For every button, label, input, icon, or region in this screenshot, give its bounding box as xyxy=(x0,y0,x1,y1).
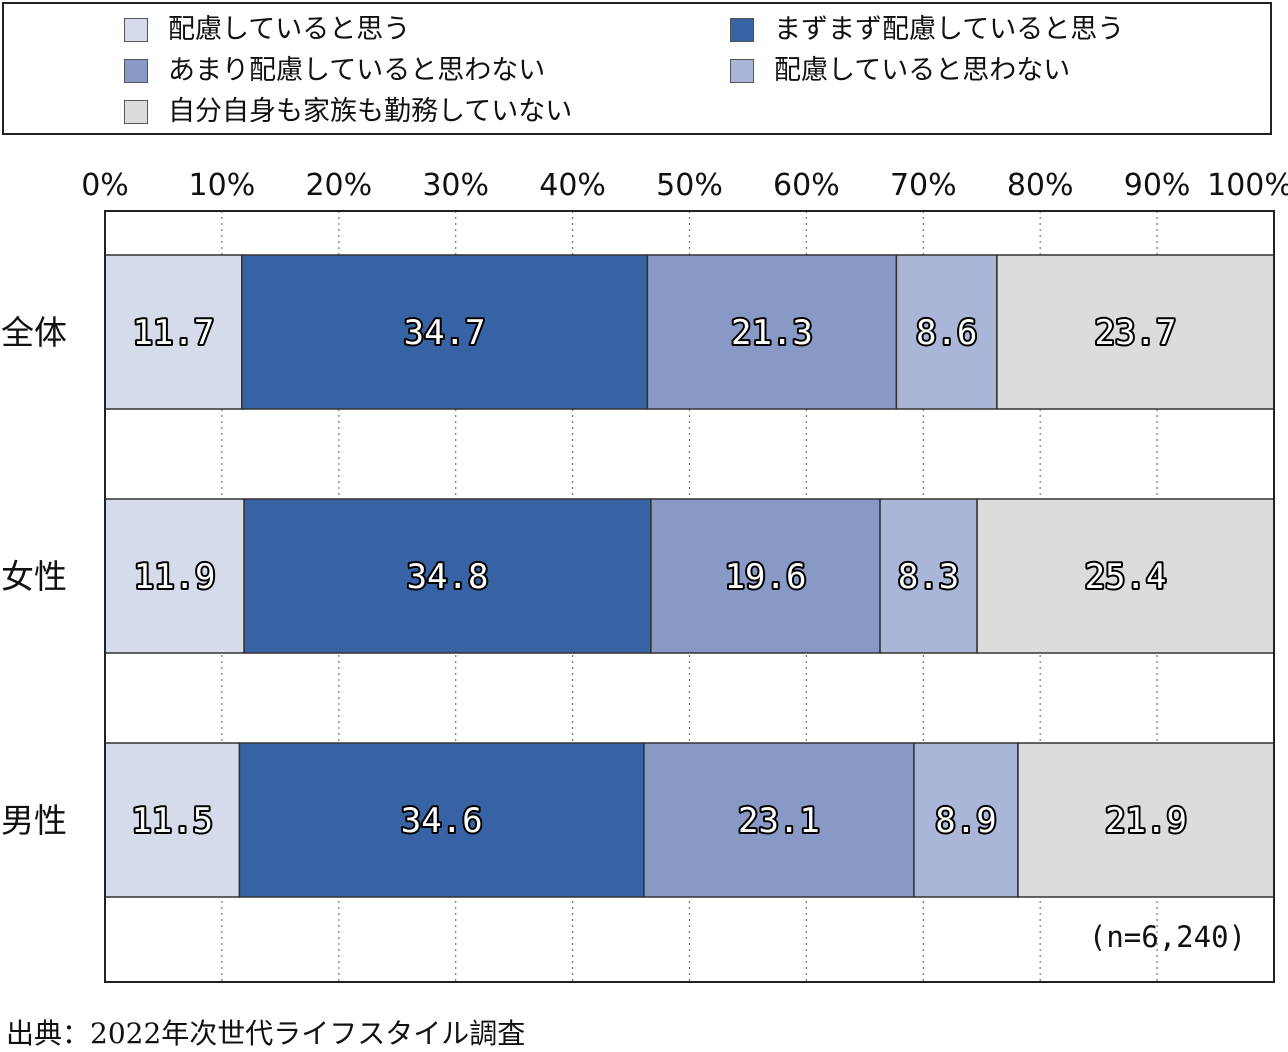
value-label: 21.3 xyxy=(731,313,813,353)
bar-segment xyxy=(104,254,243,410)
category-label: 男性 xyxy=(1,801,67,840)
legend-item: 配慮していると思う xyxy=(124,14,410,46)
bar-segment xyxy=(646,254,898,410)
value-label: 8.9 xyxy=(935,801,996,841)
legend-swatch xyxy=(124,18,148,42)
x-tick-label: 20% xyxy=(305,168,372,203)
value-label: 21.9 xyxy=(1105,801,1187,841)
legend: 配慮していると思う まずまず配慮していると思う あまり配慮していると思わない 配… xyxy=(2,2,1272,135)
bar-segment xyxy=(996,254,1275,410)
legend-item: まずまず配慮していると思う xyxy=(730,14,1124,46)
bar-segment xyxy=(243,498,652,654)
bar-segment xyxy=(1017,742,1275,898)
bar-segment xyxy=(643,742,915,898)
category-label: 女性 xyxy=(1,557,67,596)
bar-segment xyxy=(104,742,241,898)
legend-item: あまり配慮していると思わない xyxy=(124,55,545,87)
value-label: 8.6 xyxy=(916,313,977,353)
legend-swatch xyxy=(124,100,148,124)
legend-item: 配慮していると思わない xyxy=(730,55,1070,87)
legend-label: まずまず配慮していると思う xyxy=(774,14,1125,45)
x-tick-label: 60% xyxy=(773,168,840,203)
value-label: 11.7 xyxy=(132,313,214,353)
value-label: 23.1 xyxy=(738,801,820,841)
source-caption: 出典：2022年次世代ライフスタイル調査 xyxy=(6,1017,526,1050)
x-tick-label: 40% xyxy=(539,168,606,203)
bar-segment xyxy=(895,254,998,410)
value-label: 34.6 xyxy=(401,801,483,841)
bar-segment xyxy=(650,498,881,654)
category-label: 全体 xyxy=(1,313,67,352)
x-tick-label: 70% xyxy=(890,168,957,203)
x-tick-label: 10% xyxy=(189,168,256,203)
bar-segment xyxy=(238,742,645,898)
value-label: 8.3 xyxy=(898,557,959,597)
x-tick-label: 80% xyxy=(1007,168,1074,203)
legend-swatch xyxy=(730,59,754,83)
value-label: 25.4 xyxy=(1085,557,1167,597)
sample-size-note: (n=6,240) xyxy=(1088,920,1246,954)
legend-item: 自分自身も家族も勤務していない xyxy=(124,96,572,128)
legend-label: 自分自身も家族も勤務していない xyxy=(168,96,573,127)
x-tick-label: 100% xyxy=(1207,168,1288,203)
bar-segment xyxy=(879,498,978,654)
value-label: 11.5 xyxy=(131,801,213,841)
value-label: 11.9 xyxy=(134,557,216,597)
bar-segment xyxy=(976,498,1275,654)
x-tick-label: 0% xyxy=(81,168,129,203)
x-tick-label: 50% xyxy=(656,168,723,203)
legend-swatch xyxy=(730,18,754,42)
bar-segment xyxy=(913,742,1019,898)
legend-label: あまり配慮していると思わない xyxy=(168,55,546,86)
value-label: 19.6 xyxy=(725,557,807,597)
legend-swatch xyxy=(124,59,148,83)
value-label: 34.8 xyxy=(407,557,489,597)
bar-segment xyxy=(104,498,245,654)
plot-border xyxy=(104,210,1275,983)
x-tick-label: 30% xyxy=(422,168,489,203)
value-label: 34.7 xyxy=(404,313,486,353)
legend-label: 配慮していると思わない xyxy=(774,55,1071,86)
x-tick-label: 90% xyxy=(1124,168,1191,203)
bar-segment xyxy=(241,254,649,410)
legend-label: 配慮していると思う xyxy=(168,14,411,45)
value-label: 23.7 xyxy=(1095,313,1177,353)
